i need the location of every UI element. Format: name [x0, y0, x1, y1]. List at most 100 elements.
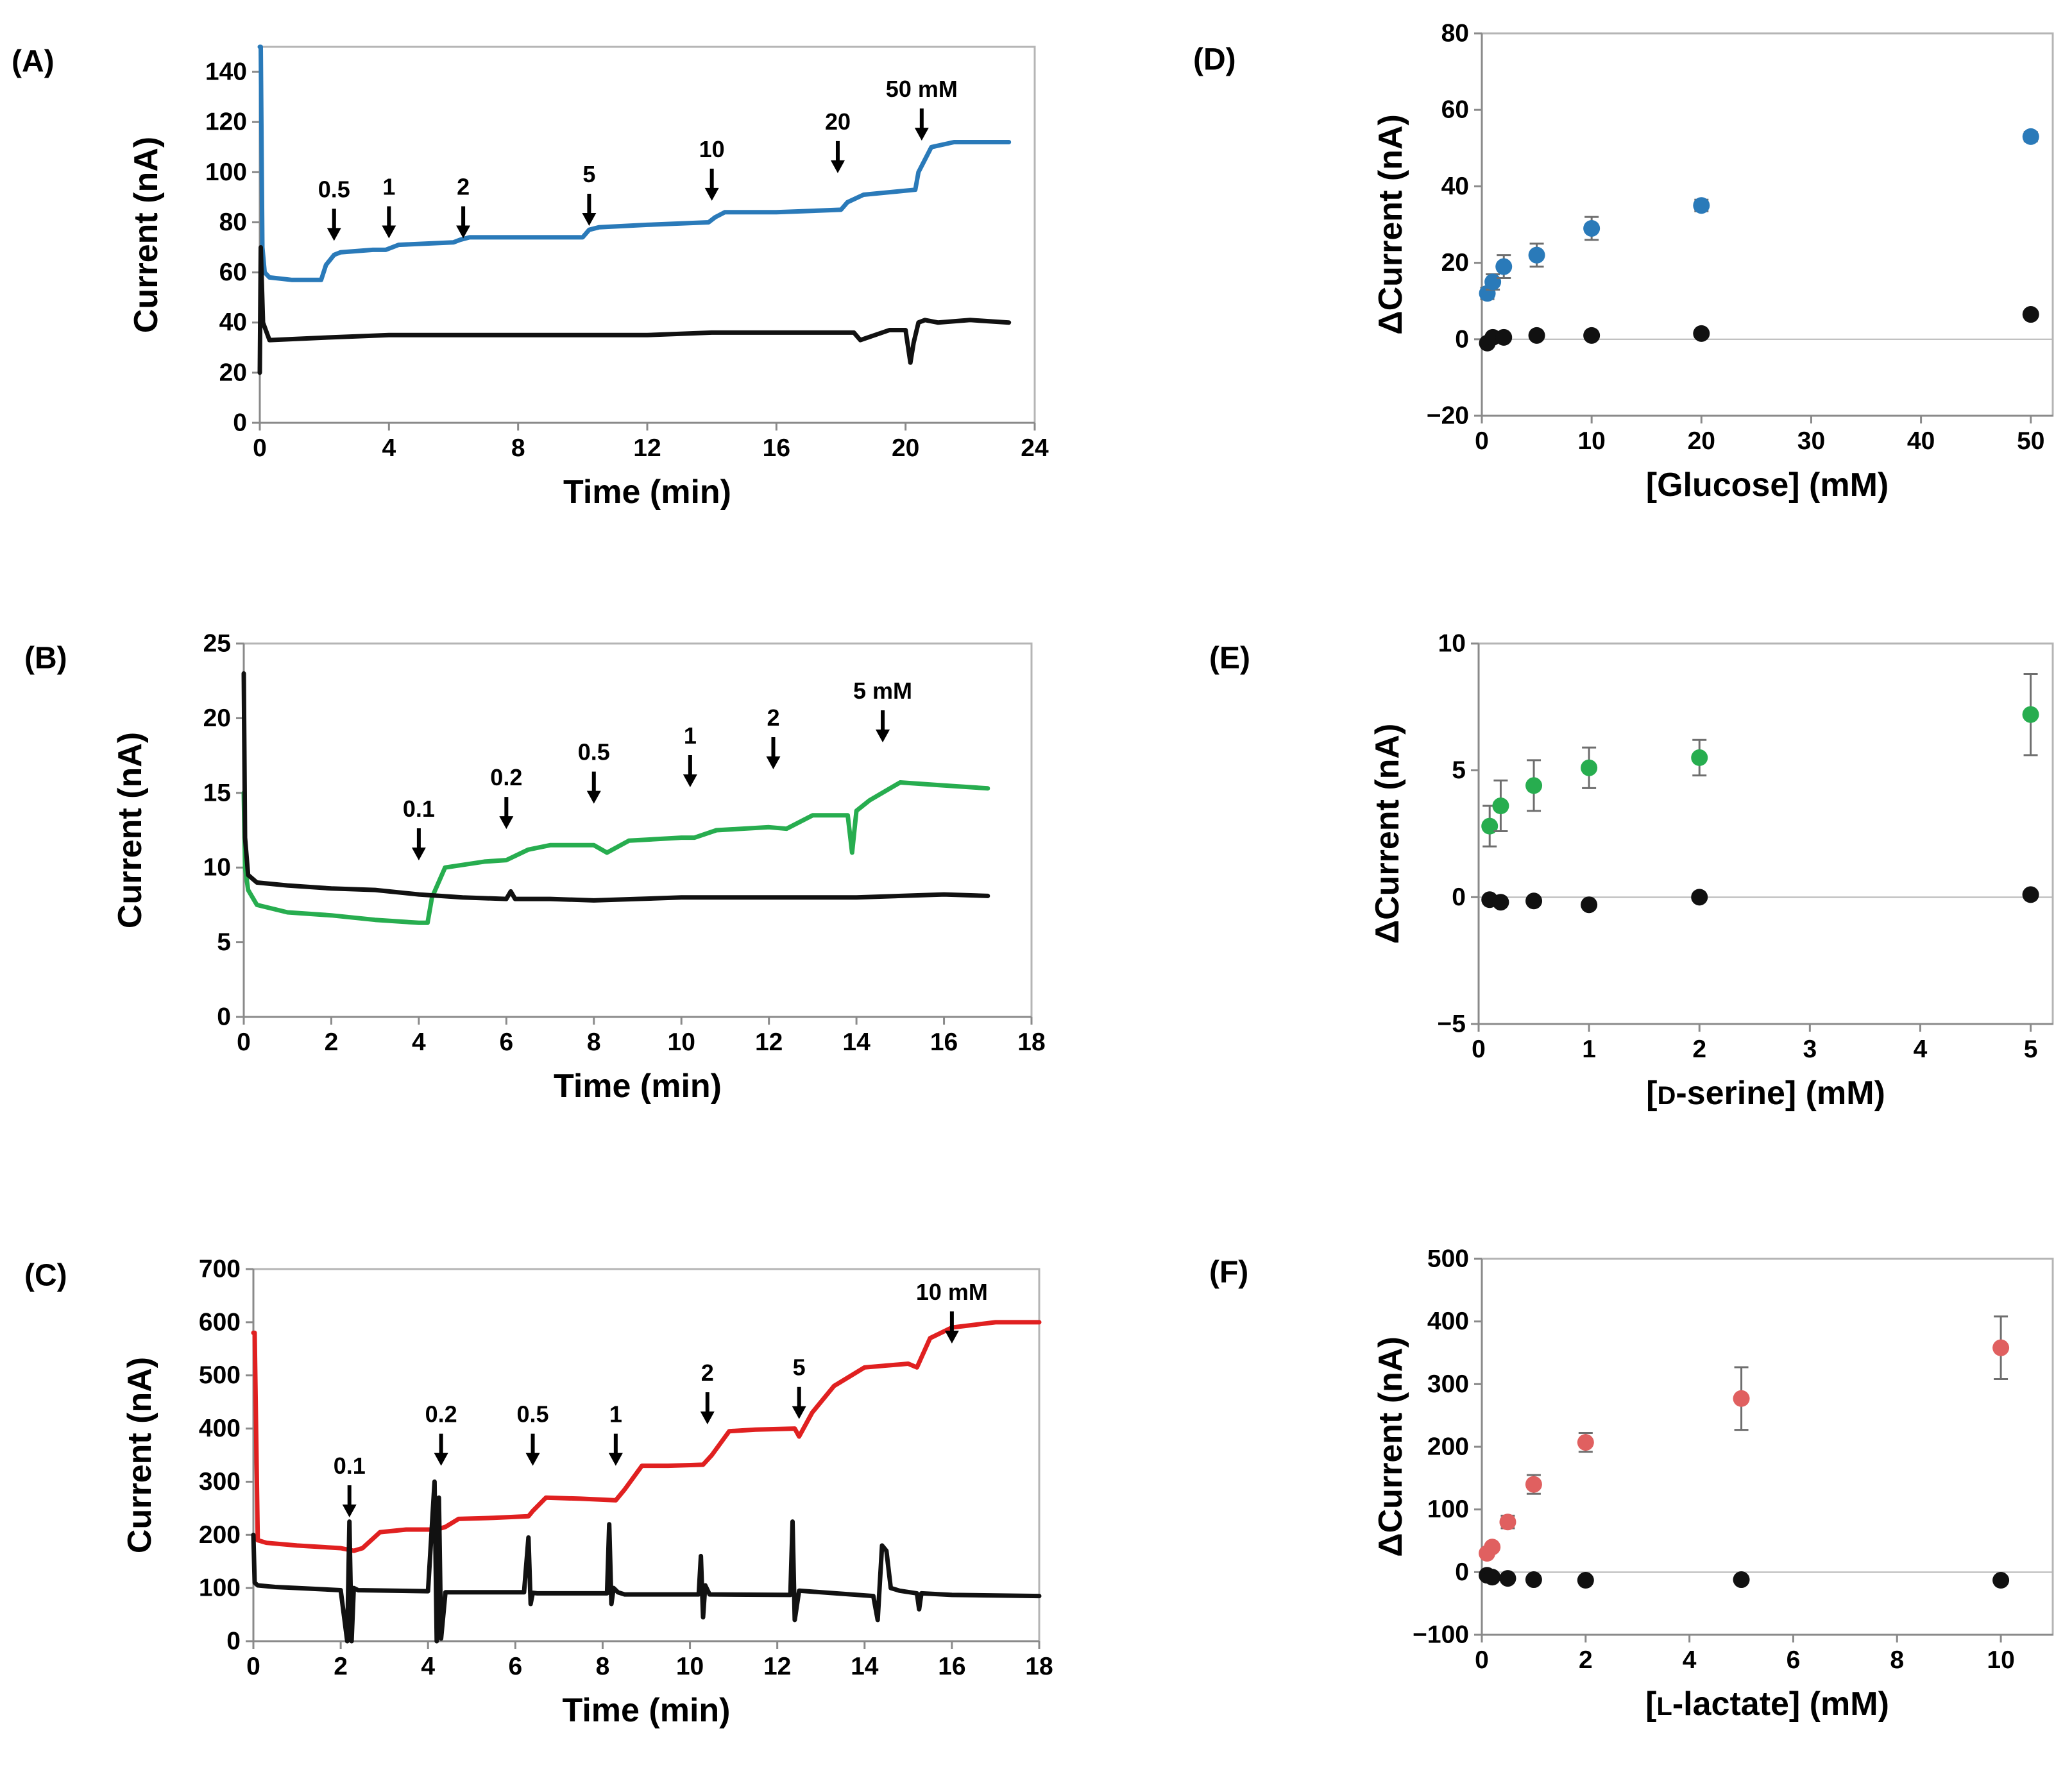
x-tick-label: 16 [763, 434, 790, 462]
x-tick-label: 4 [421, 1653, 435, 1680]
x-axis-label: Time (min) [563, 1692, 731, 1729]
y-tick-label: 0 [1455, 1558, 1469, 1586]
y-axis-label: ΔCurrent (nA) [1369, 724, 1406, 944]
x-tick-label: 14 [842, 1028, 870, 1056]
addition-arrow-head [608, 1453, 623, 1466]
point-control [1577, 1572, 1594, 1589]
x-tick-label: 4 [412, 1028, 426, 1056]
addition-arrow-head [411, 848, 426, 861]
addition-arrow-head [766, 756, 781, 770]
x-tick-label: 0 [253, 434, 267, 462]
point-l-lactate [1499, 1514, 1516, 1531]
addition-arrow-head [434, 1453, 448, 1466]
concentration-label: 0.5 [318, 176, 350, 202]
addition-arrow-head [327, 228, 341, 241]
y-tick-label: 60 [1441, 96, 1469, 124]
point-d-serine [1492, 797, 1509, 815]
x-tick-label: 20 [1688, 427, 1715, 455]
concentration-label: 5 [793, 1354, 806, 1381]
y-tick-label: 20 [1441, 249, 1469, 277]
x-tick-label: 20 [892, 434, 919, 462]
y-tick-label: 40 [1441, 173, 1469, 200]
point-control [1492, 894, 1509, 911]
x-tick-label: 14 [851, 1653, 879, 1680]
plot-frame [1477, 642, 2054, 1025]
point-l-lactate [1577, 1434, 1594, 1451]
y-axis-label: Current (nA) [128, 137, 165, 333]
y-tick-label: 60 [219, 259, 247, 286]
x-tick-label: 2 [334, 1653, 348, 1680]
y-axis-label: Current (nA) [112, 732, 149, 928]
concentration-label: 0.2 [490, 764, 522, 790]
y-tick-label: 140 [205, 58, 247, 86]
x-tick-label: 12 [755, 1028, 783, 1056]
x-tick-label: 0 [1475, 427, 1489, 455]
addition-arrow-head [342, 1505, 357, 1517]
x-tick-label: 10 [1577, 427, 1605, 455]
panel-label: (A) [12, 45, 55, 79]
x-axis-label-open: [ [1646, 1075, 1657, 1112]
y-axis-label: ΔCurrent (nA) [1372, 114, 1409, 335]
point-glucose [1528, 246, 1545, 264]
point-control [1693, 325, 1710, 342]
x-tick-label: 8 [596, 1653, 610, 1680]
concentration-label: 10 mM [916, 1279, 988, 1305]
point-control [2022, 886, 2039, 903]
panel-label: (D) [1193, 43, 1236, 77]
x-axis-label-smallcap: D [1657, 1082, 1676, 1110]
y-tick-label: 0 [1452, 883, 1466, 911]
point-control [1691, 889, 1708, 906]
y-tick-label: 0 [233, 409, 247, 437]
addition-arrow-head [683, 774, 697, 787]
series-line-control [241, 671, 990, 903]
x-tick-label: 24 [1021, 434, 1049, 462]
y-tick-label: 10 [203, 854, 231, 882]
x-tick-label: 12 [763, 1653, 791, 1680]
point-glucose [1495, 258, 1513, 275]
y-tick-label: 25 [203, 630, 231, 658]
y-tick-label: 80 [1441, 20, 1469, 47]
point-control [1495, 328, 1513, 346]
x-tick-label: 10 [668, 1028, 695, 1056]
panel-label: (B) [24, 642, 67, 676]
y-tick-label: 400 [1427, 1308, 1469, 1335]
y-tick-label: 0 [226, 1628, 241, 1655]
panel-label: (F) [1209, 1256, 1248, 1290]
plot-frame [242, 642, 1033, 1018]
x-tick-label: 4 [1914, 1036, 1928, 1063]
plot-frame [1481, 32, 2054, 417]
point-control [1499, 1570, 1516, 1587]
series-line-glucose [257, 44, 1012, 282]
y-tick-label: 400 [199, 1415, 241, 1442]
y-tick-label: 0 [217, 1003, 231, 1031]
addition-arrow-head [586, 790, 601, 804]
point-control [1525, 892, 1543, 910]
concentration-label: 5 mM [853, 678, 912, 704]
y-tick-label: 80 [219, 209, 247, 236]
point-d-serine [1691, 749, 1708, 766]
point-l-lactate [1992, 1339, 2010, 1356]
addition-arrow-head [944, 1331, 959, 1344]
y-tick-label: 5 [217, 928, 231, 956]
x-tick-label: 0 [1475, 1646, 1489, 1674]
point-glucose [1484, 273, 1502, 291]
x-tick-label: 50 [2017, 427, 2044, 455]
x-tick-label: 30 [1797, 427, 1825, 455]
y-tick-label: −5 [1438, 1011, 1466, 1038]
y-tick-label: 300 [199, 1468, 241, 1496]
concentration-label: 0.1 [403, 796, 435, 822]
series-line-l-lactate [251, 1320, 1042, 1553]
y-tick-label: 20 [219, 359, 247, 386]
x-tick-label: 10 [1987, 1646, 2014, 1674]
x-tick-label: 2 [1692, 1036, 1706, 1063]
y-tick-label: 40 [219, 309, 247, 336]
x-axis-label-rest: -lactate] (mM) [1672, 1685, 1889, 1723]
y-tick-label: 100 [205, 158, 247, 186]
point-control [1528, 327, 1545, 344]
addition-arrow-head [456, 225, 471, 239]
y-tick-label: 15 [203, 779, 231, 806]
concentration-label: 5 [582, 161, 595, 187]
